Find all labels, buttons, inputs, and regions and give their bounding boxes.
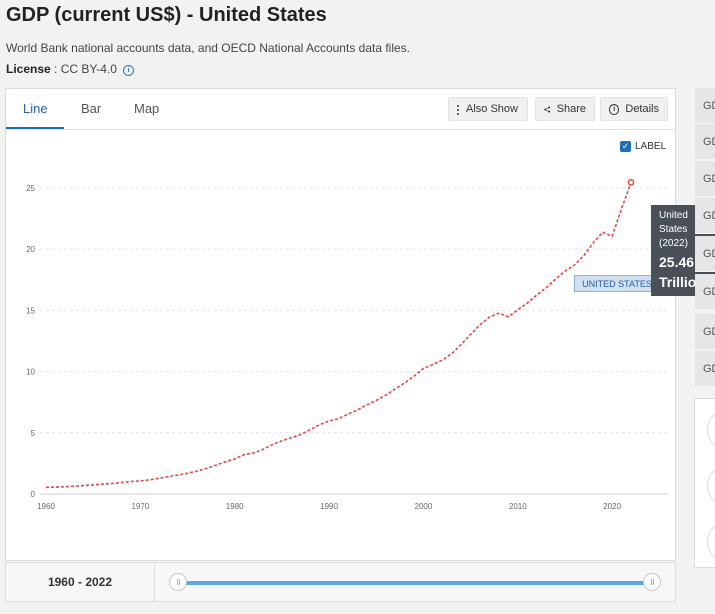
data-source-text: World Bank national accounts data, and O… [6, 41, 411, 55]
share-icon [544, 105, 551, 113]
tooltip-value: 25.46 Trillion [659, 254, 705, 290]
license-value[interactable]: CC BY-4.0 [60, 62, 117, 76]
x-tick-label: 1980 [226, 502, 244, 511]
tooltip-series-name: United States [659, 210, 688, 235]
y-tick-label: 10 [26, 368, 35, 377]
sidebar-item[interactable]: GDP [695, 88, 715, 124]
range-text: 1960 - 2022 [6, 575, 154, 589]
year-range-slider[interactable] [178, 581, 652, 585]
series-label: UNITED STATES [574, 275, 660, 292]
range-start: 1960 [47, 575, 75, 589]
license-label: License [6, 62, 51, 76]
tab-line[interactable]: Line [23, 101, 48, 116]
active-tab-indicator [6, 127, 64, 129]
sidebar-item[interactable]: GDP [695, 161, 715, 197]
highlight-point [627, 179, 635, 186]
y-tick-label: 5 [31, 429, 36, 438]
side-circle-icon[interactable] [707, 521, 715, 563]
share-button[interactable]: Share [535, 97, 595, 121]
sidebar-item[interactable]: GDP [695, 351, 715, 387]
share-label: Share [556, 103, 586, 115]
range-separator: - [74, 575, 86, 589]
more-vertical-icon [457, 104, 460, 115]
footer-divider [154, 563, 155, 601]
sidebar-item[interactable]: GDP [695, 198, 715, 234]
y-tick-label: 0 [31, 490, 36, 499]
x-tick-label: 2020 [603, 502, 621, 511]
also-show-label: Also Show [466, 103, 518, 115]
x-tick-label: 2010 [509, 502, 527, 511]
side-circle-icon[interactable] [707, 409, 715, 451]
x-tick-label: 2000 [415, 502, 433, 511]
sidebar-item[interactable]: GDP [695, 236, 715, 272]
tab-divider [6, 129, 675, 130]
x-tick-label: 1990 [320, 502, 338, 511]
x-tick-label: 1970 [131, 502, 149, 511]
sidebar-item[interactable]: GDP [695, 274, 715, 310]
license-line: License : CC BY-4.0 i [6, 62, 134, 76]
tab-bar[interactable]: Bar [81, 101, 102, 116]
info-circle-icon: i [609, 103, 620, 115]
label-toggle-text: LABEL [635, 141, 667, 152]
details-label: Details [625, 103, 659, 115]
x-tick-label: 1960 [37, 502, 55, 511]
chart-card: Line Bar Map Also Show Share i Details ✓… [5, 88, 676, 561]
range-footer: 1960 - 2022 [5, 562, 676, 602]
y-tick-label: 15 [26, 306, 35, 315]
sidebar-item[interactable]: GDP [695, 314, 715, 350]
tooltip-year: (2022) [659, 238, 688, 249]
also-show-button[interactable]: Also Show [448, 97, 528, 121]
line-chart: 0 5 10 15 20 25 1960 1970 1980 1990 2000 2010 2020 [26, 179, 668, 511]
series-line [45, 182, 632, 489]
range-end: 2022 [85, 575, 113, 589]
details-button[interactable]: i Details [600, 97, 668, 121]
label-toggle[interactable]: ✓ LABEL [620, 141, 666, 152]
license-separator: : [50, 62, 61, 76]
info-icon[interactable]: i [122, 65, 134, 76]
side-circle-icon[interactable] [707, 465, 715, 507]
slider-handle-end[interactable] [643, 573, 661, 591]
y-tick-label: 25 [26, 184, 35, 193]
y-tick-label: 20 [26, 245, 35, 254]
slider-handle-start[interactable] [169, 573, 187, 591]
label-checkbox[interactable]: ✓ [620, 141, 631, 152]
page-title: GDP (current US$) - United States [6, 4, 327, 26]
sidebar-item[interactable]: GDP [695, 124, 715, 160]
side-card [694, 398, 715, 568]
tab-map[interactable]: Map [134, 101, 160, 116]
